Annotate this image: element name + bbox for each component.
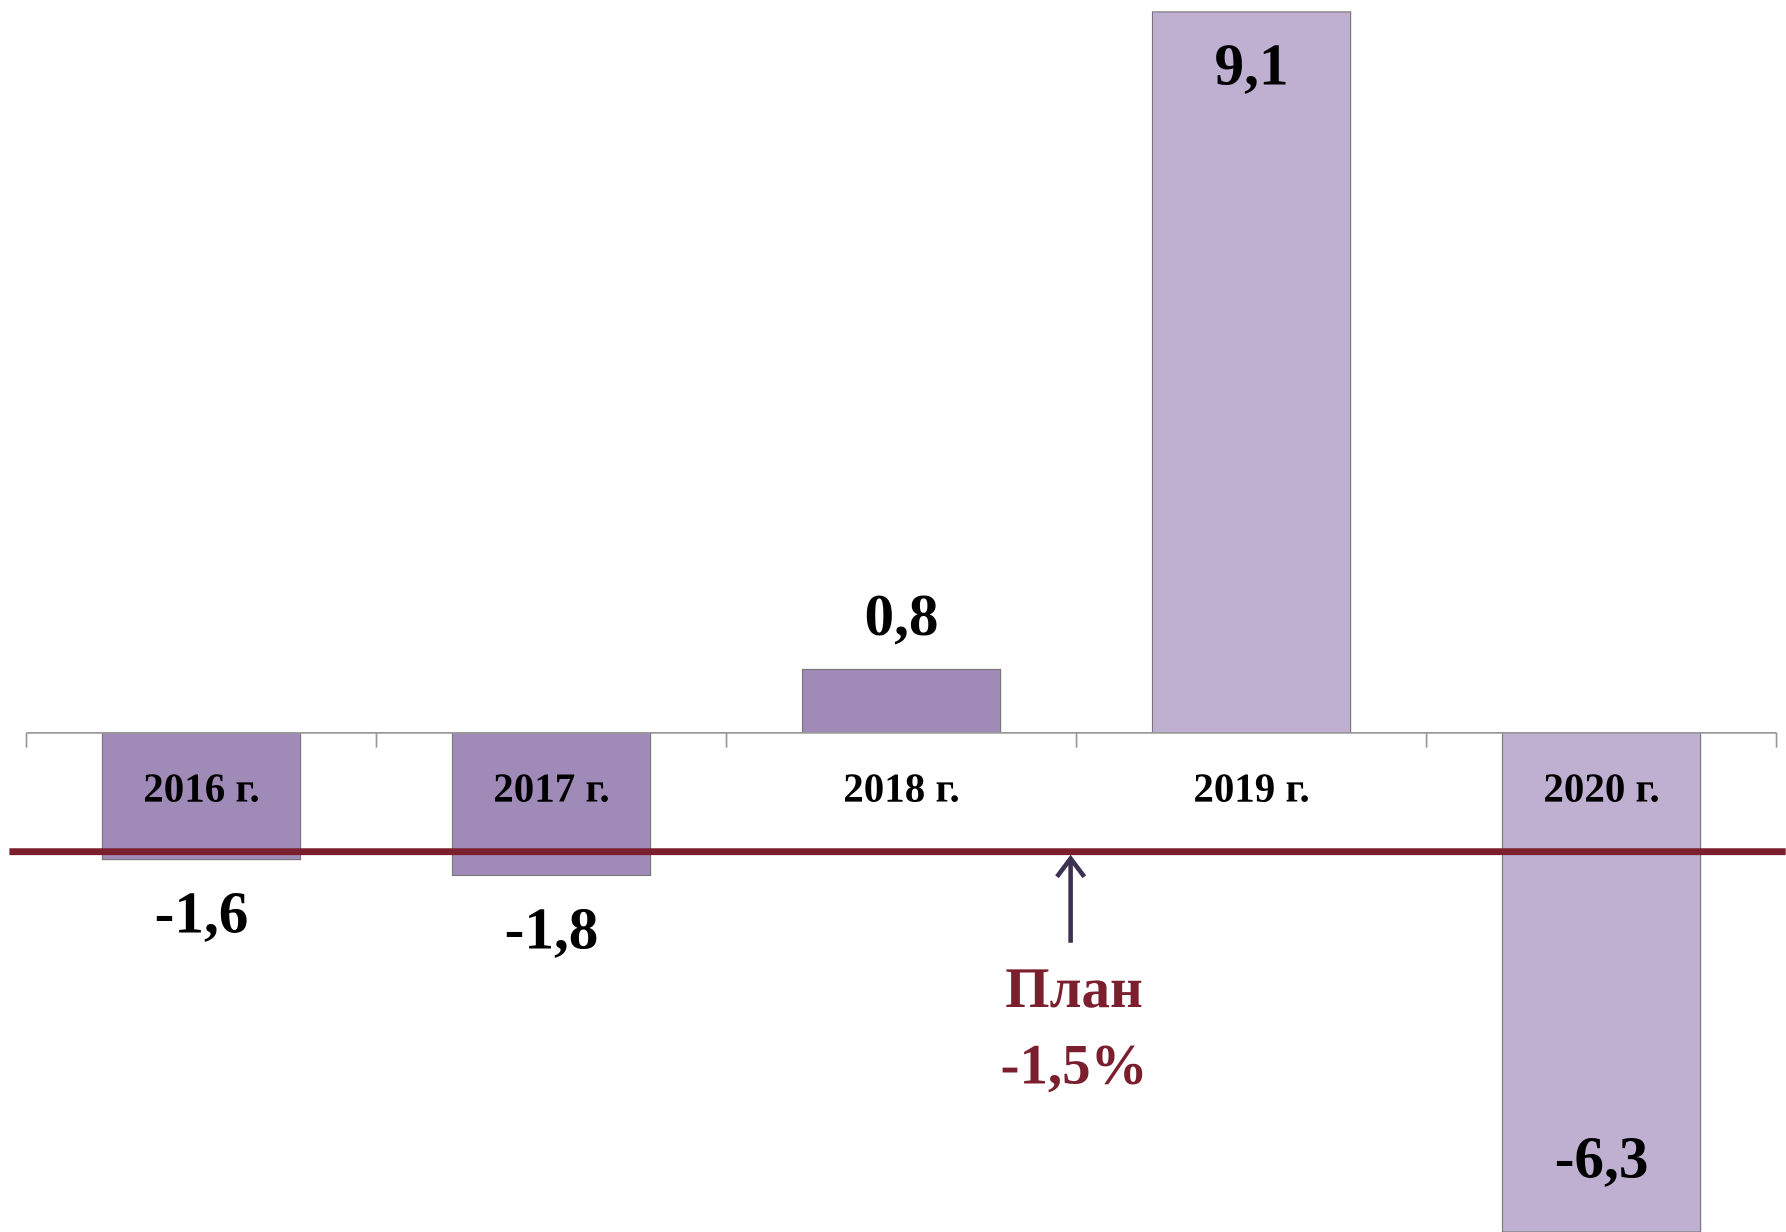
bar bbox=[101, 732, 302, 861]
bar bbox=[1151, 11, 1352, 734]
value-label: -6,3 bbox=[1555, 1124, 1649, 1190]
value-label: -1,6 bbox=[155, 879, 249, 945]
plan-arrow-head bbox=[1055, 854, 1087, 879]
x-tick-label: 2018 г. bbox=[843, 764, 959, 810]
x-tick-label: 2017 г. bbox=[493, 764, 609, 810]
plan-label: План bbox=[1005, 957, 1142, 1020]
x-tick-label: 2019 г. bbox=[1193, 764, 1309, 810]
value-label: -1,8 bbox=[505, 895, 599, 961]
plan-value-label: -1,5% bbox=[1001, 1033, 1148, 1096]
value-label: 9,1 bbox=[1215, 32, 1289, 98]
x-tick-label: 2020 г. bbox=[1543, 764, 1659, 810]
bar bbox=[801, 668, 1002, 734]
x-tick-label: 2016 г. bbox=[143, 764, 259, 810]
value-label: 0,8 bbox=[865, 582, 939, 648]
